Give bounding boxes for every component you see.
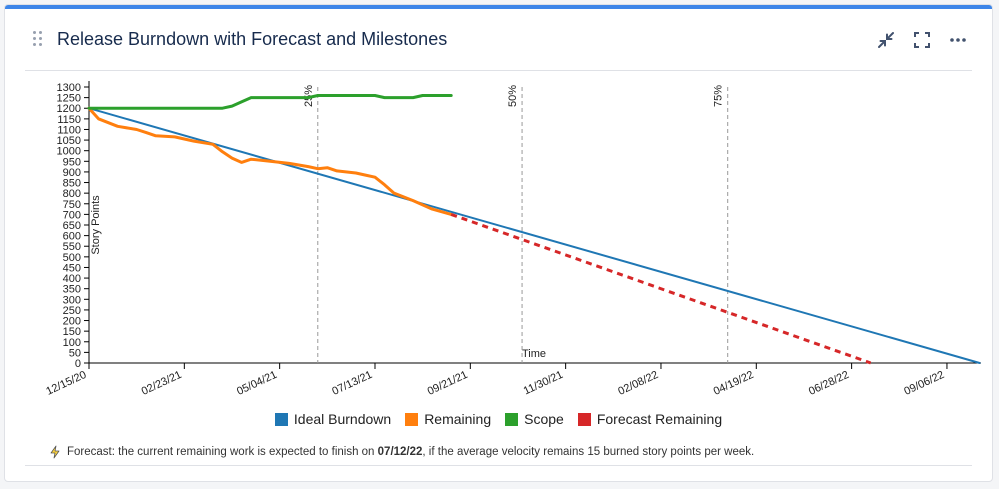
y-tick-label: 800 — [63, 188, 81, 200]
y-tick-label: 1300 — [57, 82, 81, 94]
more-icon — [950, 38, 966, 42]
widget-header: Release Burndown with Forecast and Miles… — [5, 21, 992, 65]
chart-legend: Ideal Burndown Remaining Scope Forecast … — [5, 411, 992, 427]
y-axis-label: Story Points — [90, 195, 102, 255]
y-tick-label: 500 — [63, 252, 81, 264]
y-tick-label: 600 — [63, 231, 81, 243]
y-tick-label: 150 — [63, 326, 81, 338]
x-tick-label: 09/21/21 — [426, 369, 470, 398]
fullscreen-button[interactable] — [909, 27, 935, 53]
legend-swatch-scope — [505, 412, 519, 426]
forecast-suffix: , if the average velocity remains 15 bur… — [422, 446, 755, 458]
y-tick-label: 50 — [69, 347, 81, 359]
series-remaining — [87, 106, 453, 216]
x-tick-label: 06/28/22 — [807, 369, 851, 398]
shrink-button[interactable] — [873, 27, 899, 53]
y-tick-label: 1100 — [57, 124, 81, 136]
milestone-label: 25% — [303, 85, 315, 107]
y-tick-label: 200 — [63, 316, 81, 328]
burndown-chart: 0501001502002503003504004505005506006507… — [44, 81, 981, 398]
forecast-prefix: Forecast: the current remaining work is … — [67, 446, 378, 458]
drag-handle-icon[interactable] — [33, 31, 43, 47]
legend-item-forecast[interactable]: Forecast Remaining — [577, 411, 723, 427]
forecast-note: Forecast: the current remaining work is … — [49, 445, 754, 459]
shrink-icon — [878, 32, 894, 48]
y-tick-label: 1050 — [57, 135, 81, 147]
y-tick-label: 700 — [63, 209, 81, 221]
footer-divider — [25, 465, 972, 466]
x-tick-label: 11/30/21 — [522, 369, 565, 398]
legend-item-ideal[interactable]: Ideal Burndown — [274, 411, 392, 427]
x-tick-label: 02/23/21 — [140, 369, 184, 398]
x-tick-label: 07/13/21 — [330, 369, 374, 398]
legend-item-scope[interactable]: Scope — [505, 411, 564, 427]
legend-item-remaining[interactable]: Remaining — [405, 411, 491, 427]
x-tick-label: 02/08/22 — [616, 369, 660, 398]
legend-swatch-ideal — [274, 412, 288, 426]
y-tick-label: 250 — [63, 305, 81, 317]
y-tick-label: 550 — [63, 241, 81, 253]
widget-title: Release Burndown with Forecast and Miles… — [57, 29, 448, 49]
y-tick-label: 450 — [63, 262, 81, 274]
y-tick-label: 950 — [63, 156, 81, 168]
fullscreen-icon — [914, 32, 930, 48]
y-tick-label: 400 — [63, 273, 81, 285]
x-tick-label: 12/15/20 — [44, 369, 88, 398]
y-tick-label: 900 — [63, 167, 81, 179]
y-tick-label: 750 — [63, 199, 81, 211]
x-tick-label: 04/19/22 — [712, 369, 756, 398]
y-tick-label: 100 — [63, 337, 81, 349]
legend-label-scope: Scope — [524, 411, 564, 427]
milestone-label: 50% — [507, 85, 519, 107]
legend-label-remaining: Remaining — [424, 411, 492, 427]
forecast-text: Forecast: the current remaining work is … — [67, 446, 754, 458]
x-tick-label: 09/06/22 — [902, 369, 946, 398]
legend-swatch-remaining — [405, 412, 419, 426]
y-tick-label: 850 — [63, 178, 81, 190]
lightning-icon — [50, 445, 60, 459]
legend-label-forecast: Forecast Remaining — [596, 411, 723, 427]
y-tick-label: 1150 — [57, 114, 81, 126]
milestone-label: 75% — [713, 85, 725, 107]
series-forecast-remaining — [450, 212, 872, 365]
y-tick-label: 1250 — [57, 93, 81, 105]
legend-swatch-forecast — [577, 412, 591, 426]
release-burndown-widget: Release Burndown with Forecast and Miles… — [4, 4, 993, 482]
forecast-date: 07/12/22 — [377, 446, 423, 458]
y-tick-label: 1200 — [57, 103, 81, 115]
y-tick-label: 0 — [75, 358, 81, 370]
y-tick-label: 1000 — [57, 146, 81, 158]
x-tick-label: 05/04/21 — [235, 369, 279, 398]
more-options-button[interactable] — [945, 27, 971, 53]
y-tick-label: 300 — [63, 294, 81, 306]
legend-label-ideal: Ideal Burndown — [293, 411, 392, 427]
header-divider — [25, 70, 972, 71]
y-tick-label: 350 — [63, 284, 81, 296]
series-ideal-burndown — [88, 107, 981, 364]
y-tick-label: 650 — [63, 220, 81, 232]
series-scope — [87, 94, 453, 110]
x-axis-label: Time — [522, 348, 546, 360]
